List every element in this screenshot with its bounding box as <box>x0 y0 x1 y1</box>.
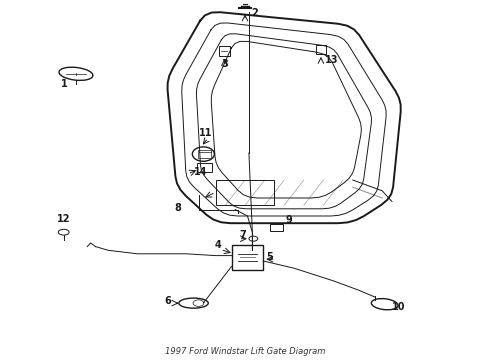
Text: 7: 7 <box>240 230 246 240</box>
Text: 14: 14 <box>194 167 207 177</box>
Text: 2: 2 <box>251 8 258 18</box>
Bar <box>198 150 211 158</box>
Text: 8: 8 <box>174 203 181 213</box>
Text: 1997 Ford Windstar Lift Gate Diagram: 1997 Ford Windstar Lift Gate Diagram <box>165 347 325 356</box>
Bar <box>270 224 283 231</box>
Text: 10: 10 <box>392 302 406 312</box>
Bar <box>216 180 274 205</box>
Bar <box>316 45 326 54</box>
Text: 11: 11 <box>198 128 212 138</box>
Bar <box>232 245 264 270</box>
Text: 4: 4 <box>214 240 221 251</box>
Bar <box>197 163 212 172</box>
Text: 3: 3 <box>221 59 228 69</box>
Text: 12: 12 <box>57 215 71 225</box>
Text: 1: 1 <box>61 79 68 89</box>
Text: 6: 6 <box>164 296 171 306</box>
Bar <box>219 46 230 56</box>
Text: 13: 13 <box>325 55 339 65</box>
Text: 9: 9 <box>286 215 293 225</box>
Text: 5: 5 <box>266 252 273 262</box>
